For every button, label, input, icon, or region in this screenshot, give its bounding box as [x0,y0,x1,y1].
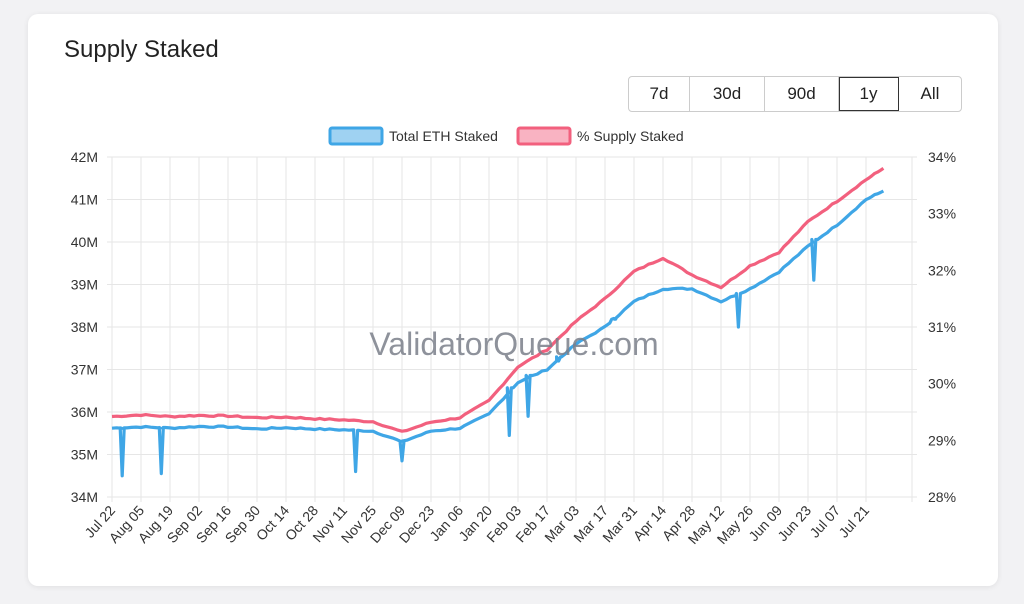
chart-card: Supply Staked 7d 30d 90d 1y All [28,14,998,586]
time-range-selector: 7d 30d 90d 1y All [628,76,962,112]
legend-label-percent-supply-staked: % Supply Staked [577,128,684,144]
y-right-tick-label: 29% [928,432,956,448]
y-right-tick-label: 32% [928,262,956,278]
range-button-30d[interactable]: 30d [690,77,765,111]
y-left-tick-label: 35M [71,447,98,463]
range-button-1y[interactable]: 1y [839,77,899,111]
y-right-tick-label: 34% [928,149,956,165]
series-line-percent-supply-staked [111,166,885,433]
y-left-tick-label: 38M [71,319,98,335]
y-right-tick-label: 30% [928,376,956,392]
legend-item-total-eth-staked[interactable]: Total ETH Staked [328,126,498,146]
series-line-total-eth-staked [111,189,885,478]
range-button-all[interactable]: All [920,84,940,103]
y-left-tick-label: 36M [71,404,98,420]
y-left-tick-label: 41M [71,192,98,208]
legend-label-total-eth-staked: Total ETH Staked [389,128,498,144]
range-button-7d[interactable]: 7d [629,77,690,111]
y-right-tick-label: 28% [928,489,956,505]
x-tick-label: Jul 21 [835,502,872,541]
y-left-tick-label: 40M [71,234,98,250]
legend-swatch-total-eth-staked [328,126,384,146]
y-left-tick-label: 39M [71,277,98,293]
legend-item-percent-supply-staked[interactable]: % Supply Staked [516,126,684,146]
right-y-axis: 28% 29% 30% 31% 32% 33% 34% [928,149,956,505]
y-right-tick-label: 31% [928,319,956,335]
chart-legend: Total ETH Staked % Supply Staked [328,126,684,146]
y-left-tick-label: 37M [71,362,98,378]
range-button-90d[interactable]: 90d [765,77,839,111]
y-right-tick-label: 33% [928,206,956,222]
series-lines [111,166,885,478]
legend-swatch-percent-supply-staked [516,126,572,146]
chart-grid [107,156,917,502]
chart-title: Supply Staked [64,36,219,63]
y-left-tick-label: 34M [71,489,98,505]
x-tick-label: Jun 23 [774,502,814,544]
left-y-axis: 34M 35M 36M 37M 38M 39M 40M 41M 42M [71,149,98,505]
x-tick-label: Jul 07 [806,502,843,541]
y-left-tick-label: 42M [71,149,98,165]
watermark-text: ValidatorQueue.com [369,326,658,362]
